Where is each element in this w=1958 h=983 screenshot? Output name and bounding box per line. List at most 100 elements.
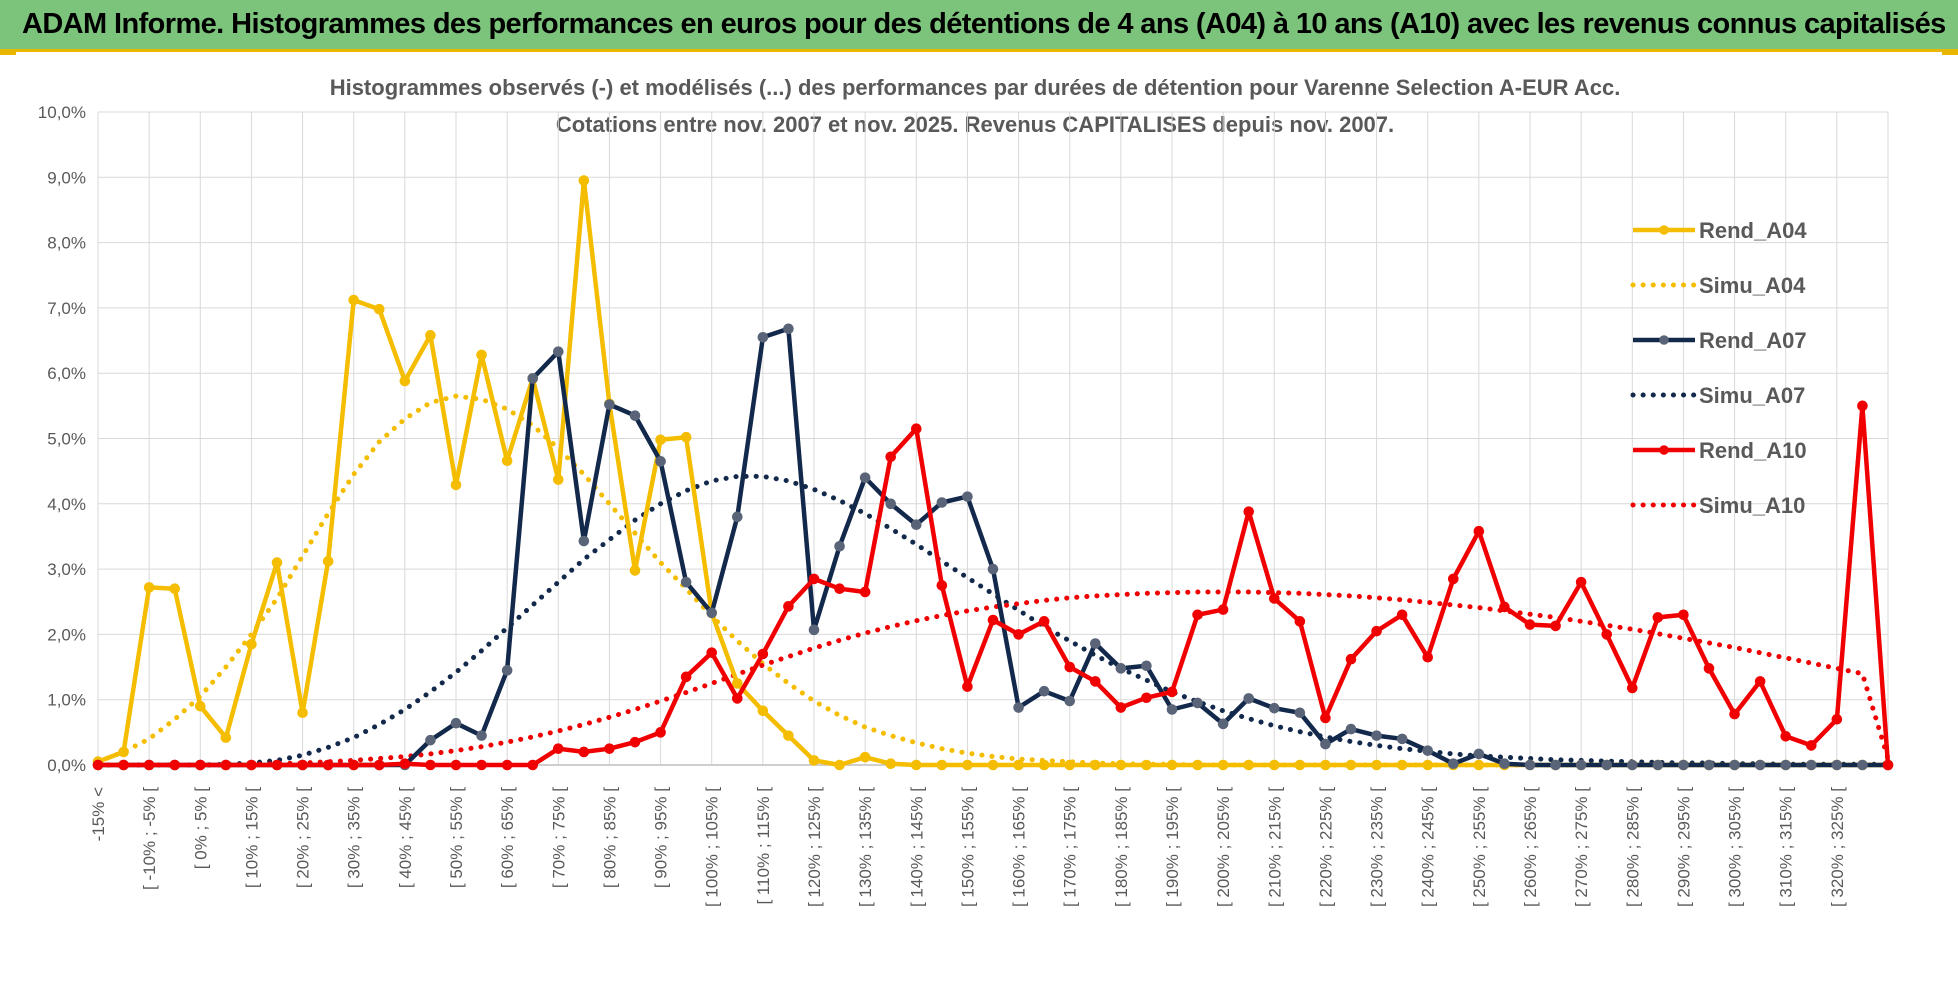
data-point [859, 751, 871, 763]
data-point [1396, 759, 1408, 771]
y-tick-label: 8,0% [47, 234, 86, 253]
data-point [118, 759, 129, 771]
data-point [1166, 759, 1178, 771]
data-point [1038, 759, 1050, 771]
data-point [1064, 661, 1076, 673]
data-point [1192, 697, 1203, 709]
data-point [1703, 759, 1715, 771]
data-point [1013, 759, 1024, 771]
data-point [1320, 738, 1331, 750]
data-point [808, 573, 820, 585]
data-point [655, 456, 666, 467]
data-point [757, 648, 769, 660]
data-point [220, 759, 232, 771]
data-point [1575, 576, 1587, 588]
data-point [936, 759, 948, 771]
data-point [425, 759, 436, 771]
data-point [1831, 759, 1843, 771]
data-point [1115, 759, 1127, 771]
data-point [987, 614, 999, 626]
x-tick-label: [ 210% ; 215% [ [1265, 787, 1284, 907]
x-tick-label: [ -10% ; -5% [ [140, 787, 159, 890]
x-tick-label: [ 220% ; 225% [ [1316, 787, 1335, 907]
data-point [1473, 759, 1485, 771]
data-point [476, 349, 487, 361]
legend-item-rend_a07: Rend_A07 [1633, 328, 1807, 353]
x-tick-label: [ 310% ; 315% [ [1777, 787, 1796, 907]
data-point [834, 583, 845, 594]
data-point [322, 555, 334, 567]
x-tick-label: -15% < [89, 787, 108, 841]
data-point [271, 759, 283, 771]
data-point [1754, 676, 1766, 687]
data-point [1678, 759, 1689, 771]
x-tick-label: [ 120% ; 125% [ [805, 787, 824, 907]
data-point [450, 759, 462, 771]
data-point [246, 759, 257, 771]
data-point [1294, 759, 1306, 771]
data-point [885, 498, 897, 510]
data-point [1320, 712, 1331, 724]
data-point [885, 451, 897, 463]
data-point [859, 472, 871, 483]
data-point [1678, 609, 1689, 621]
data-point [1371, 730, 1382, 741]
data-point [1754, 759, 1766, 771]
data-point [1371, 625, 1382, 637]
grid-layer [97, 111, 1889, 766]
data-point [348, 294, 360, 306]
data-point [1243, 506, 1255, 517]
data-point [578, 535, 590, 547]
data-point [1089, 759, 1101, 771]
data-point [731, 693, 743, 704]
data-point [118, 746, 129, 758]
series-line-simu_a07 [95, 473, 1891, 768]
x-tick-label: [ 300% ; 305% [ [1726, 787, 1745, 907]
data-point [1422, 759, 1434, 771]
data-point [1396, 609, 1408, 621]
data-point [1857, 759, 1868, 771]
data-point [757, 331, 769, 343]
data-point [1805, 759, 1817, 771]
x-tick-label: [ 40% ; 45% [ [396, 787, 415, 888]
x-tick-label: [ 270% ; 275% [ [1572, 787, 1591, 907]
legend-item-rend_a04: Rend_A04 [1633, 218, 1807, 243]
x-tick-label: [ 250% ; 255% [ [1470, 787, 1489, 907]
data-point [629, 565, 641, 576]
x-tick-label: [ 60% ; 65% [ [498, 787, 517, 888]
data-point [1243, 693, 1255, 704]
data-point [604, 743, 615, 754]
data-point [604, 399, 615, 410]
data-point [757, 705, 769, 717]
data-point [92, 759, 104, 771]
histogram-chart: Histogrammes observés (-) et modélisés (… [38, 75, 1894, 907]
data-point [910, 759, 922, 771]
data-point [1141, 660, 1152, 672]
data-point [399, 758, 411, 769]
data-point [1345, 723, 1357, 735]
data-point [1601, 759, 1613, 771]
data-point [1166, 686, 1178, 698]
data-point [1473, 525, 1485, 537]
data-point [1115, 663, 1127, 674]
data-point [552, 743, 564, 754]
data-point [1652, 759, 1664, 771]
y-tick-label: 10,0% [38, 103, 86, 122]
data-point [1320, 759, 1331, 771]
data-point [885, 758, 897, 769]
data-point [1831, 713, 1843, 725]
data-point [1652, 612, 1664, 623]
data-point [1013, 702, 1024, 713]
data-point [578, 746, 590, 758]
x-tick-label: [ 160% ; 165% [ [1010, 787, 1029, 907]
corner-accent-right [1942, 49, 1958, 55]
chart-title-line2: Cotations entre nov. 2007 et nov. 2025. … [556, 112, 1394, 137]
data-point [1550, 620, 1561, 632]
data-point [1038, 616, 1050, 627]
data-point [834, 540, 845, 552]
data-point [962, 491, 973, 502]
data-point [1550, 759, 1561, 771]
y-tick-label: 1,0% [47, 691, 86, 710]
data-point [1115, 702, 1127, 713]
x-tick-label: [ 280% ; 285% [ [1623, 787, 1642, 907]
